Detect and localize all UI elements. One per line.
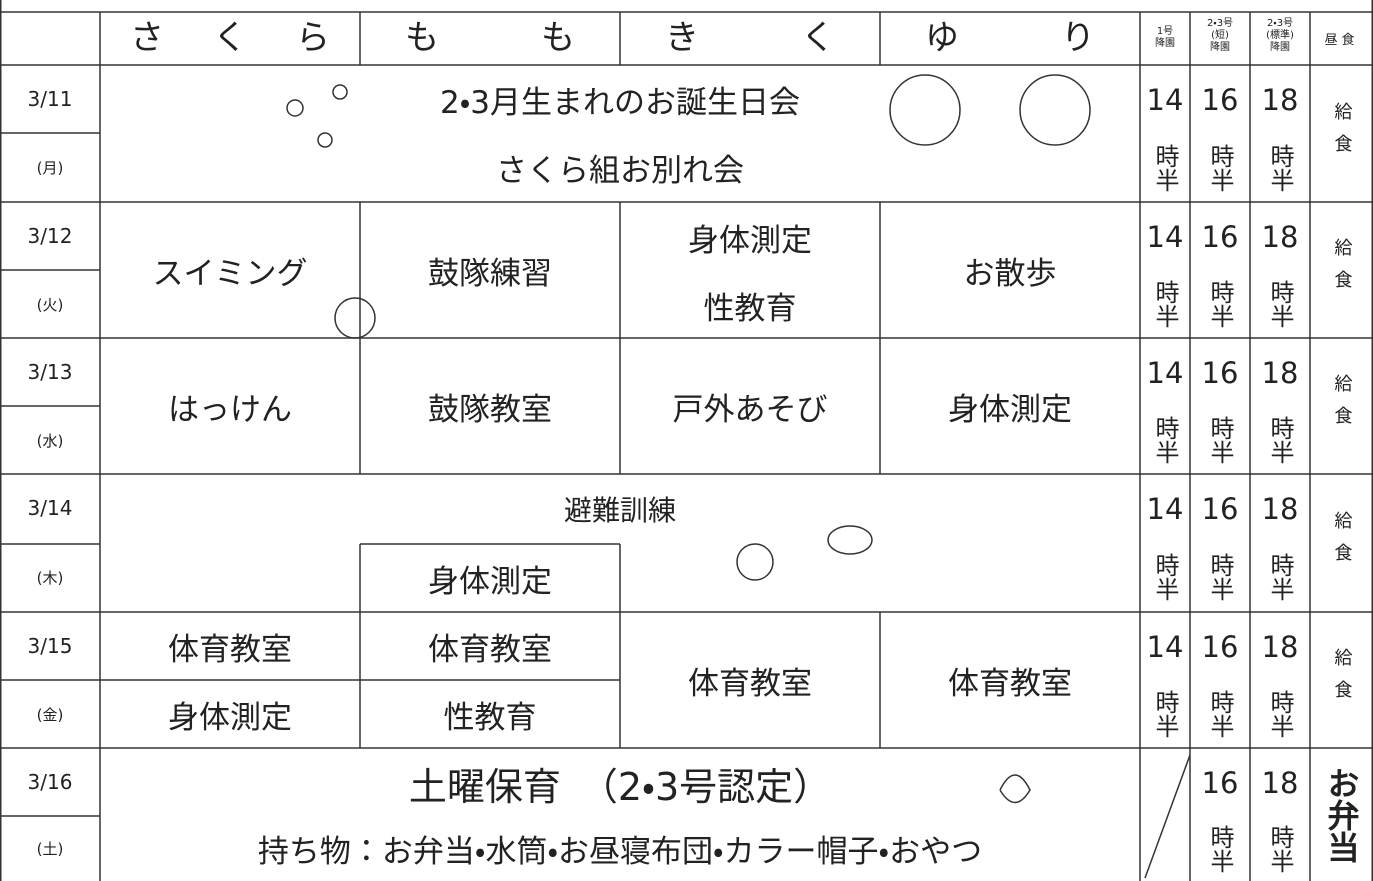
flower-doodle [286, 74, 1091, 804]
pickup-header: 1号 [1156, 26, 1174, 37]
weekday: (木) [36, 568, 64, 587]
pickup-unit: 時半 [1206, 280, 1234, 328]
date: 3/13 [27, 360, 73, 384]
pickup-time: 16 [1201, 492, 1239, 526]
event: 鼓隊教室 [428, 391, 552, 428]
pickup-unit: 時半 [1206, 143, 1234, 192]
pickup-unit: 時半 [1206, 690, 1234, 738]
event: スイミング [152, 255, 308, 292]
pickup-header: 2・3号 [1206, 18, 1234, 29]
pickup-time: 14 [1146, 492, 1184, 526]
pickup-header: 降園 [1270, 42, 1290, 53]
event: 体育教室 [688, 665, 812, 702]
pickup-header: 降園 [1155, 38, 1175, 49]
lunch: 給食 [1331, 511, 1353, 575]
lunch-header: 昼食 [1324, 33, 1359, 48]
event: 性教育 [443, 699, 537, 736]
event: 体育教室 [948, 665, 1072, 702]
pickup-time: 16 [1201, 630, 1239, 664]
date: 3/14 [27, 496, 73, 520]
pickup-time: 16 [1201, 83, 1239, 117]
pickup-unit: 時半 [1266, 416, 1294, 464]
event: 身体測定 [168, 699, 292, 736]
lunch: 給食 [1331, 238, 1353, 302]
pickup-time: 14 [1146, 83, 1184, 117]
event: 持ち物：お弁当・水筒・お昼寝布団・カラー帽子・おやつ [257, 834, 983, 870]
pickup-header: 降園 [1210, 42, 1230, 53]
event: さくら組お別れ会 [496, 153, 744, 189]
class-header: さくら [130, 18, 330, 58]
pickup-unit: 時半 [1206, 416, 1234, 464]
pickup-time: 18 [1261, 766, 1299, 800]
weekday: (月) [36, 159, 64, 177]
event: 土曜保育 （2・3号認定） [408, 764, 832, 809]
pickup-time: 18 [1261, 492, 1299, 526]
event: 避難訓練 [563, 494, 676, 527]
pickup-time: 14 [1146, 220, 1184, 254]
pickup-unit: 時半 [1151, 143, 1179, 192]
event: 身体測定 [688, 222, 812, 259]
class-header: きく [665, 18, 835, 58]
date: 3/11 [27, 87, 73, 111]
class-header: もも [405, 18, 575, 58]
pickup-unit: 時半 [1266, 143, 1294, 192]
lunch: 給食 [1331, 101, 1353, 166]
pickup-time: 16 [1201, 766, 1239, 800]
pickup-header: 2・3号 [1266, 18, 1294, 29]
pickup-unit: 時半 [1151, 553, 1179, 601]
weekday: (金) [36, 705, 64, 724]
pickup-time: 14 [1146, 356, 1184, 390]
class-header: ゆり [925, 18, 1095, 58]
event: お散歩 [963, 255, 1057, 292]
pickup-unit: 時半 [1151, 690, 1179, 738]
event: 身体測定 [428, 563, 552, 600]
date: 3/12 [27, 224, 73, 248]
event: 身体測定 [948, 391, 1072, 428]
event: 体育教室 [428, 631, 552, 668]
event: 性教育 [703, 290, 797, 327]
event: 戸外あそび [672, 391, 828, 428]
event: 体育教室 [168, 631, 292, 668]
slash [1144, 754, 1191, 879]
pickup-unit: 時半 [1206, 553, 1234, 601]
event: はっけん [168, 391, 292, 428]
pickup-time: 18 [1261, 630, 1299, 664]
pickup-header: (短) [1211, 30, 1229, 41]
lunch: 給食 [1331, 648, 1353, 712]
weekday: (水) [36, 431, 64, 450]
event: 2・3月生まれのお誕生日会 [440, 84, 800, 121]
pickup-time: 16 [1201, 220, 1239, 254]
pickup-unit: 時半 [1206, 824, 1234, 873]
pickup-unit: 時半 [1266, 690, 1294, 738]
weekday: (火) [36, 295, 64, 314]
pickup-time: 18 [1261, 356, 1299, 390]
pickup-time: 18 [1261, 83, 1299, 117]
pickup-unit: 時半 [1266, 280, 1294, 328]
pickup-unit: 時半 [1266, 824, 1294, 873]
date: 3/16 [27, 770, 73, 794]
pickup-header: (標準) [1266, 30, 1294, 41]
event: 鼓隊練習 [428, 255, 552, 292]
date: 3/15 [27, 634, 73, 658]
weekday: (土) [36, 840, 64, 858]
pickup-unit: 時半 [1151, 416, 1179, 464]
pickup-time: 14 [1146, 630, 1184, 664]
pickup-time: 18 [1261, 220, 1299, 254]
pickup-unit: 時半 [1266, 553, 1294, 601]
lunch: お弁当 [1322, 766, 1361, 863]
pickup-unit: 時半 [1151, 280, 1179, 328]
lunch: 給食 [1331, 374, 1353, 438]
pickup-time: 16 [1201, 356, 1239, 390]
